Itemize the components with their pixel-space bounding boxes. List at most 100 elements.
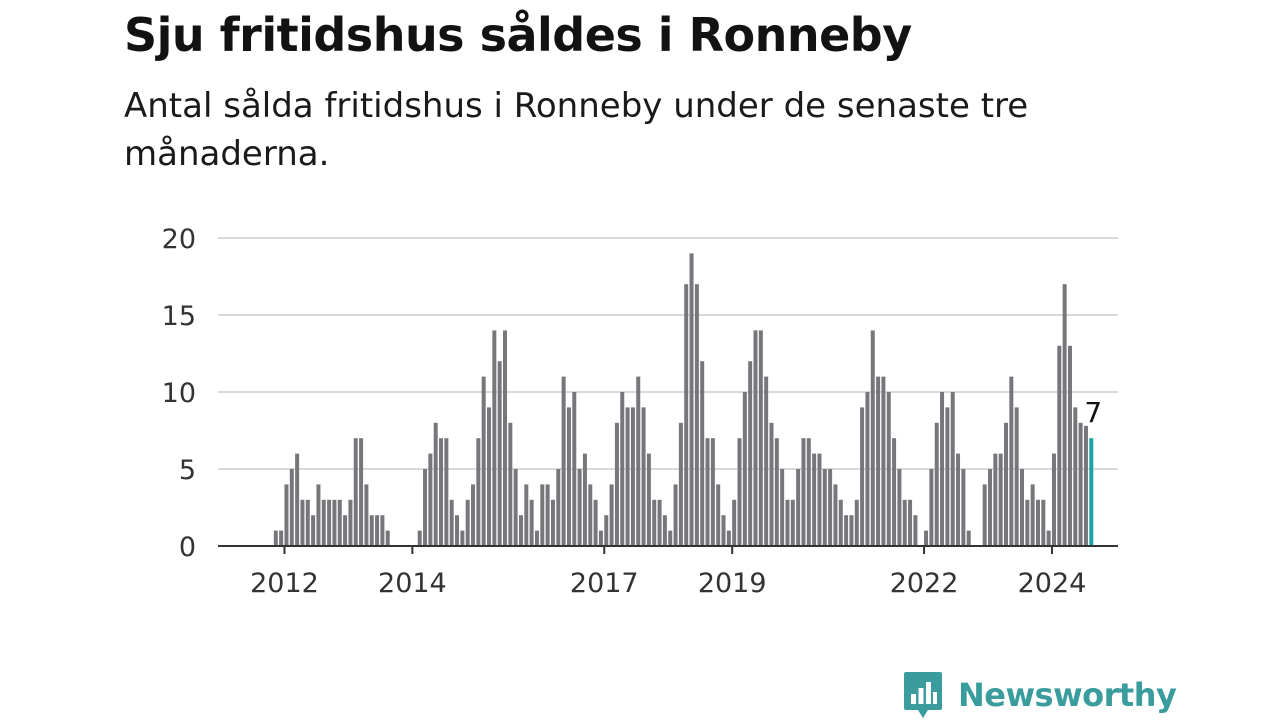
bar xyxy=(833,484,838,546)
bar xyxy=(1025,499,1030,546)
bar xyxy=(940,392,945,546)
bar xyxy=(556,469,561,546)
bar xyxy=(929,469,934,546)
bar xyxy=(497,361,502,546)
bar xyxy=(380,515,385,546)
bar xyxy=(337,499,342,546)
bar xyxy=(625,407,630,546)
bar xyxy=(662,515,667,546)
x-tick-label: 2022 xyxy=(890,568,959,599)
y-tick-label: 5 xyxy=(179,455,196,486)
bar xyxy=(476,438,481,546)
bar xyxy=(534,530,539,546)
bar xyxy=(636,376,641,546)
bar xyxy=(529,499,534,546)
bar xyxy=(364,484,369,546)
bar xyxy=(860,407,865,546)
bar xyxy=(279,530,284,546)
bar xyxy=(471,484,476,546)
highlight-bar xyxy=(1089,438,1094,546)
bar xyxy=(540,484,545,546)
bar xyxy=(780,469,785,546)
bar xyxy=(444,438,449,546)
gridlines xyxy=(218,237,1118,470)
bar xyxy=(950,392,955,546)
bar xyxy=(1062,284,1067,546)
bar xyxy=(689,253,694,546)
bar xyxy=(305,499,310,546)
y-tick-label: 0 xyxy=(179,532,196,563)
bar xyxy=(343,515,348,546)
bar xyxy=(300,499,305,546)
bar xyxy=(1030,484,1035,546)
bar xyxy=(1073,407,1078,546)
bar xyxy=(295,453,300,546)
bar xyxy=(348,499,353,546)
bar xyxy=(908,499,913,546)
bar xyxy=(822,469,827,546)
bar xyxy=(716,484,721,546)
bar xyxy=(657,499,662,546)
bar xyxy=(993,453,998,546)
bar xyxy=(545,484,550,546)
bar xyxy=(710,438,715,546)
y-tick-label: 15 xyxy=(162,301,196,332)
bar xyxy=(1041,499,1046,546)
bar xyxy=(433,422,438,546)
chart-title: Sju fritidshus såldes i Ronneby xyxy=(124,8,912,62)
bar xyxy=(375,515,380,546)
bar xyxy=(566,407,571,546)
bar xyxy=(945,407,950,546)
bar xyxy=(289,469,294,546)
bar xyxy=(817,453,822,546)
bar xyxy=(572,392,577,546)
bar xyxy=(604,515,609,546)
bar xyxy=(609,484,614,546)
x-tick-label: 2014 xyxy=(378,568,447,599)
bar xyxy=(838,499,843,546)
bar xyxy=(1078,422,1083,546)
bar xyxy=(332,499,337,546)
bar xyxy=(385,530,390,546)
bar xyxy=(897,469,902,546)
bar xyxy=(465,499,470,546)
bar xyxy=(790,499,795,546)
bar xyxy=(737,438,742,546)
bar xyxy=(1067,345,1072,546)
bar xyxy=(881,376,886,546)
bar xyxy=(614,422,619,546)
bar xyxy=(956,453,961,546)
bar xyxy=(844,515,849,546)
bar xyxy=(518,515,523,546)
bar xyxy=(487,407,491,546)
bar xyxy=(694,284,699,546)
bar xyxy=(455,515,460,546)
bar xyxy=(700,361,705,546)
bar xyxy=(764,376,769,546)
bar xyxy=(481,376,486,546)
bar xyxy=(524,484,529,546)
bar xyxy=(732,499,737,546)
x-axis xyxy=(218,545,1118,554)
bar xyxy=(913,515,918,546)
brand-logo: Newsworthy xyxy=(902,670,1177,720)
bar xyxy=(854,499,859,546)
bar xyxy=(321,499,326,546)
bar xyxy=(769,422,774,546)
bar xyxy=(785,499,790,546)
bar xyxy=(561,376,566,546)
bar xyxy=(726,530,731,546)
labels: 0 5 10 15 20 2012 2014 2017 2019 2022 2024 7 xyxy=(162,224,1103,599)
bar xyxy=(311,515,316,546)
bar xyxy=(849,515,854,546)
brand-name: Newsworthy xyxy=(958,676,1177,714)
bar xyxy=(1009,376,1014,546)
bar xyxy=(742,392,747,546)
bar xyxy=(428,453,433,546)
bar xyxy=(1014,407,1019,546)
bar xyxy=(892,438,897,546)
x-tick-label: 2019 xyxy=(698,568,767,599)
bar xyxy=(284,484,289,546)
bar xyxy=(417,530,422,546)
bar xyxy=(1004,422,1009,546)
